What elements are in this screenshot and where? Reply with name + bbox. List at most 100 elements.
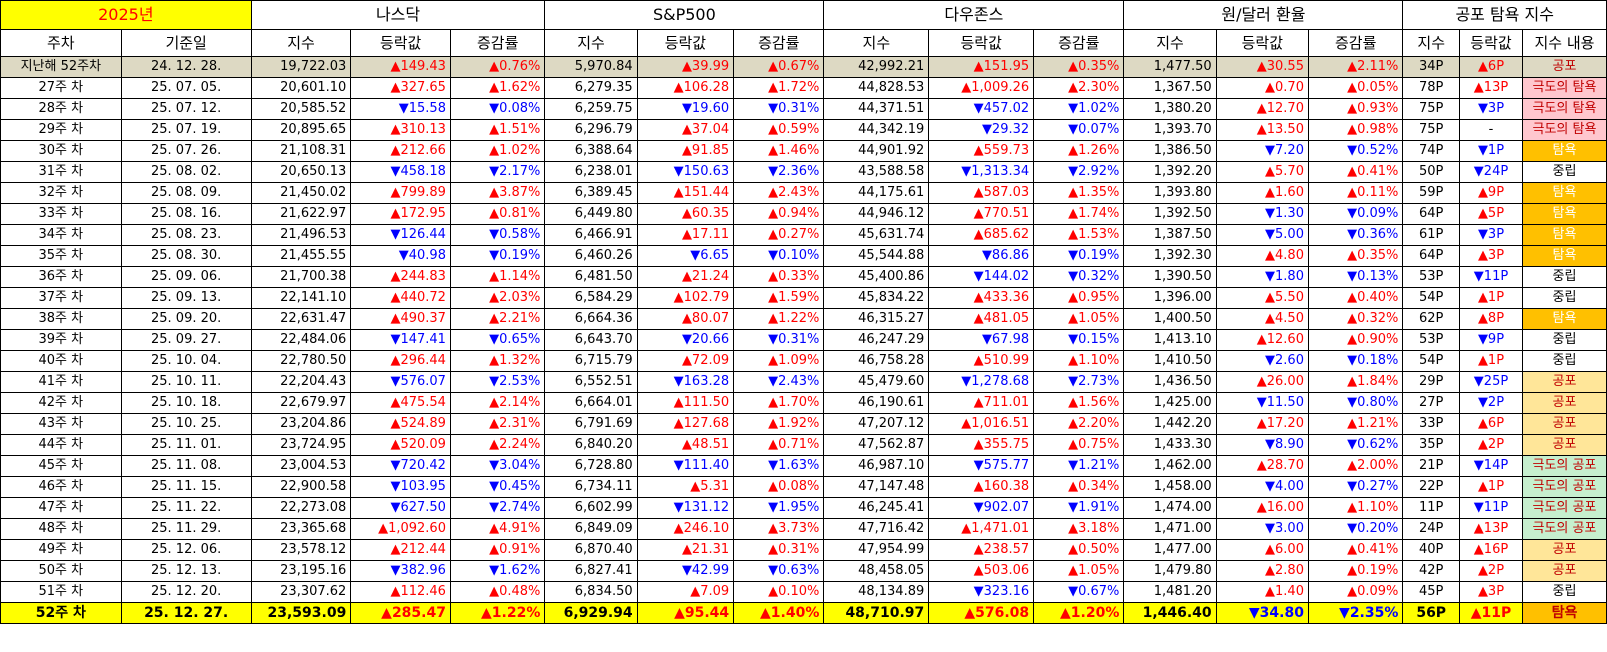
dow-index: 44,342.19 [823,119,930,141]
fear-greed-change: ▲3P [1459,581,1523,603]
dow-change: ▲503.06 [928,560,1035,582]
nasdaq-change: ▲1,092.60 [350,518,451,540]
nasdaq-rate: ▲3.87% [449,182,546,204]
fear-greed-content: 탐욕 [1521,224,1607,246]
fear-greed-change: ▼14P [1459,455,1523,477]
week-cell: 33주 차 [0,203,122,225]
sp500-index: 6,279.35 [544,77,638,99]
dow-rate: ▲1.56% [1033,392,1125,414]
dow-rate: ▲1.35% [1033,182,1125,204]
dow-rate: ▼0.32% [1033,266,1125,288]
fear-greed-index: 62P [1402,308,1461,330]
fx-change: ▲16.00 [1215,497,1309,519]
fx-rate-change: ▲0.19% [1307,560,1404,582]
sp500-rate: ▲0.31% [733,539,825,561]
fear-greed-change: ▼11P [1459,497,1523,519]
dow-change: ▼575.77 [928,455,1035,477]
sp500-rate: ▲0.33% [733,266,825,288]
sp500-index: 5,970.84 [544,56,638,78]
nasdaq-index: 23,004.53 [250,455,352,477]
fx-rate-value: 1,474.00 [1123,497,1217,519]
fear-greed-index: 33P [1402,413,1461,435]
sp500-change: ▲48.51 [636,434,735,456]
fx-rate-value: 1,471.00 [1123,518,1217,540]
nasdaq-rate: ▲2.31% [449,413,546,435]
date-cell: 25. 10. 04. [120,350,252,372]
sp500-change: ▲95.44 [636,602,735,624]
dow-index: 46,245.41 [823,497,930,519]
fx-rate-change: ▼0.62% [1307,434,1404,456]
fx-rate-change: ▼2.35% [1307,602,1404,624]
nasdaq-rate: ▲2.21% [449,308,546,330]
nasdaq-change: ▲524.89 [350,413,451,435]
fx-rate-change: ▲0.11% [1307,182,1404,204]
dow-rate: ▲1.20% [1033,602,1125,624]
date-cell: 25. 12. 13. [120,560,252,582]
date-cell: 25. 11. 15. [120,476,252,498]
fear-greed-content: 공포 [1521,434,1607,456]
week-cell: 36주 차 [0,266,122,288]
fear-greed-index: 53P [1402,329,1461,351]
sp500-change: ▼20.66 [636,329,735,351]
nasdaq-change: ▼147.41 [350,329,451,351]
fx-rate-change: ▲0.90% [1307,329,1404,351]
nasdaq-rate: ▲2.14% [449,392,546,414]
nasdaq-rate: ▲1.02% [449,140,546,162]
sp500-rate: ▲1.40% [733,602,825,624]
table-row: 35주 차 25. 08. 30. 21,455.55 ▼40.98 ▼0.19% 6,4… [0,245,1607,267]
sp500-change: ▲7.09 [636,581,735,603]
fear-greed-content: 공포 [1521,56,1607,78]
fx-rate-value: 1,400.50 [1123,308,1217,330]
fear-greed-content: 극도의 공포 [1521,455,1607,477]
dow-index: 48,458.05 [823,560,930,582]
table-row: 28주 차 25. 07. 12. 20,585.52 ▼15.58 ▼0.08% 6,2… [0,98,1607,120]
dow-index: 43,588.58 [823,161,930,183]
sp500-rate: ▲0.27% [733,224,825,246]
table-row: 51주 차 25. 12. 20. 23,307.62 ▲112.46 ▲0.48% 6,… [0,581,1607,603]
fear-greed-index: 75P [1402,98,1461,120]
sp500-index: 6,584.29 [544,287,638,309]
dow-change: ▲238.57 [928,539,1035,561]
fear-greed-change: ▲6P [1459,56,1523,78]
nasdaq-index: 20,601.10 [250,77,352,99]
dow-rate: ▼2.73% [1033,371,1125,393]
col-nq-index: 지수 [250,29,352,57]
dow-change: ▲559.73 [928,140,1035,162]
date-cell: 25. 07. 12. [120,98,252,120]
fear-greed-content: 탐욕 [1521,245,1607,267]
fx-rate-change: ▲2.11% [1307,56,1404,78]
dow-rate: ▲1.05% [1033,308,1125,330]
nasdaq-index: 23,307.62 [250,581,352,603]
fear-greed-change: ▼3P [1459,224,1523,246]
nasdaq-index: 20,650.13 [250,161,352,183]
fear-greed-index: 34P [1402,56,1461,78]
group-fear-greed: 공포 탐욕 지수 [1402,0,1607,30]
week-cell: 39주 차 [0,329,122,351]
dow-change: ▼67.98 [928,329,1035,351]
col-dj-index: 지수 [823,29,930,57]
fx-rate-value: 1,390.50 [1123,266,1217,288]
week-cell: 34주 차 [0,224,122,246]
date-cell: 25. 09. 13. [120,287,252,309]
nasdaq-rate: ▼2.53% [449,371,546,393]
sp500-index: 6,664.36 [544,308,638,330]
week-cell: 52주 차 [0,602,122,624]
fear-greed-change: ▲13P [1459,518,1523,540]
dow-rate: ▲0.50% [1033,539,1125,561]
nasdaq-index: 21,622.97 [250,203,352,225]
fx-rate-value: 1,386.50 [1123,140,1217,162]
date-cell: 25. 07. 19. [120,119,252,141]
nasdaq-change: ▼576.07 [350,371,451,393]
dow-change: ▲711.01 [928,392,1035,414]
table-row: 지난해 52주차 24. 12. 28. 19,722.03 ▲149.43 ▲0.76… [0,56,1607,78]
sp500-change: ▼19.60 [636,98,735,120]
nasdaq-rate: ▼0.65% [449,329,546,351]
market-weekly-table: 2025년 나스닥 S&P500 다우존스 원/달러 환율 공포 탐욕 지수 주… [0,0,1607,624]
date-cell: 25. 08. 09. [120,182,252,204]
fear-greed-change: ▼25P [1459,371,1523,393]
fear-greed-change: ▲16P [1459,539,1523,561]
fx-change: ▼11.50 [1215,392,1309,414]
dow-rate: ▼0.67% [1033,581,1125,603]
sp500-index: 6,481.50 [544,266,638,288]
week-cell: 51주 차 [0,581,122,603]
